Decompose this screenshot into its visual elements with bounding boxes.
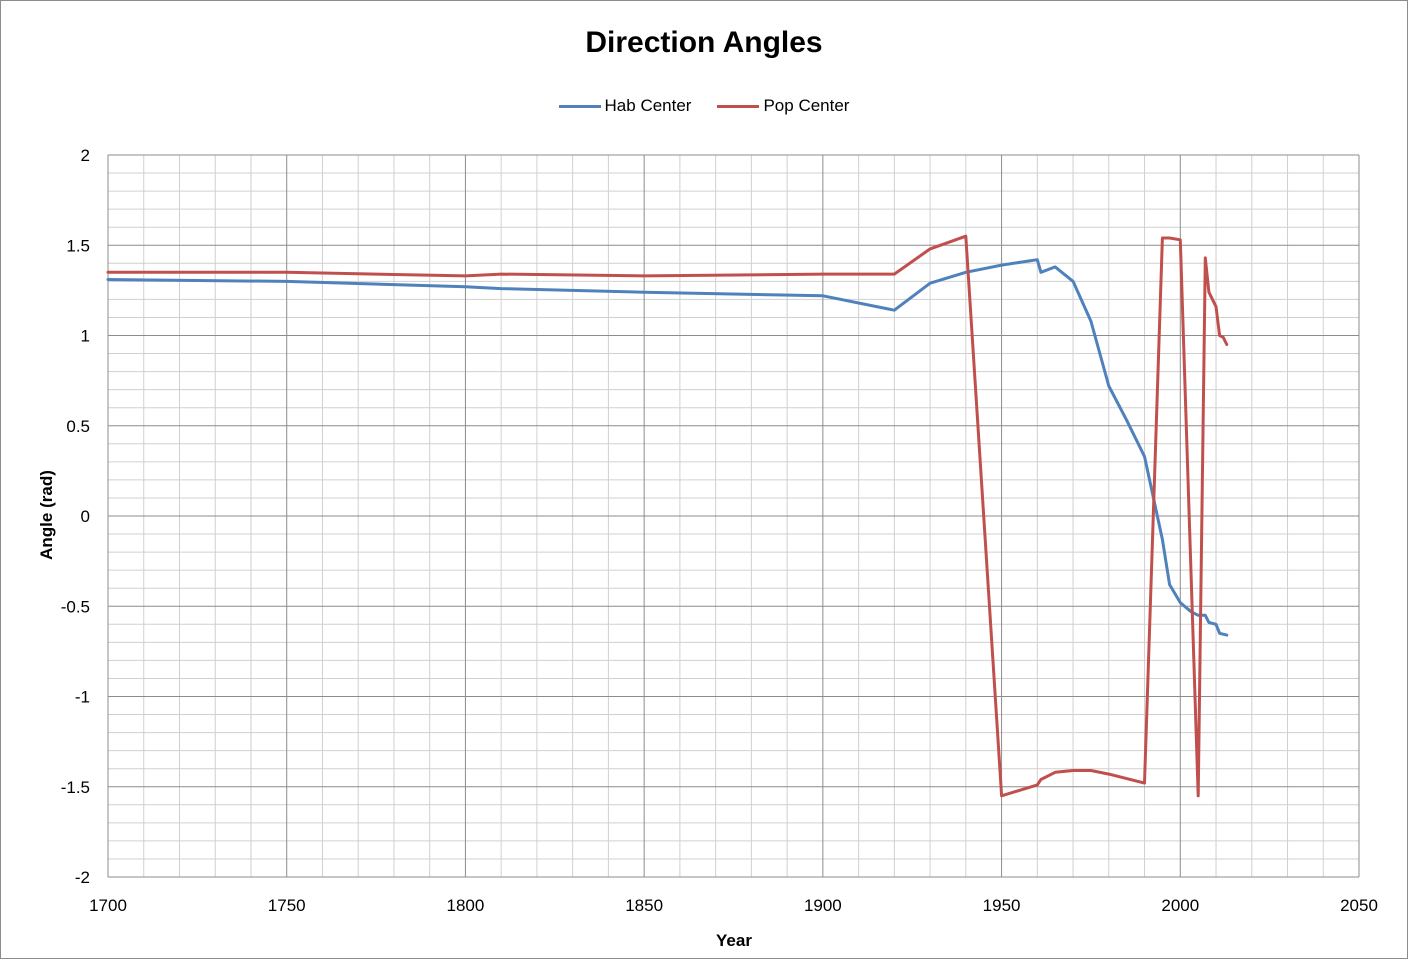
axis-tick-labels: 1700 1750 1800 1850 1900 1950 2000 2050 2 1.5 1 0.5…: [61, 146, 1378, 915]
x-axis-title: Year: [716, 931, 752, 950]
legend-swatch-hab-center: [558, 104, 601, 108]
x-tick-label: 1900: [804, 896, 842, 915]
y-tick-label: 2: [81, 146, 90, 165]
y-tick-label: -2: [75, 868, 90, 887]
chart-title: Direction Angles: [585, 26, 823, 59]
x-tick-label: 2050: [1340, 896, 1378, 915]
y-tick-label: 0.5: [66, 417, 90, 436]
legend-label-pop-center: Pop Center: [763, 96, 850, 115]
legend-swatch-pop-center: [717, 104, 760, 108]
x-tick-label: 1800: [447, 896, 485, 915]
y-tick-label: -1.5: [61, 778, 90, 797]
legend-item-hab-center: Hab Center: [558, 96, 692, 116]
series-line-hab-center: [106, 258, 1229, 637]
x-tick-label: 1950: [983, 896, 1021, 915]
x-tick-label: 1700: [89, 896, 127, 915]
series-lines: [106, 234, 1229, 798]
x-tick-label: 2000: [1161, 896, 1199, 915]
y-tick-label: 1.5: [66, 236, 90, 255]
series-line-pop-center: [106, 234, 1229, 798]
y-tick-label: -0.5: [61, 597, 90, 616]
legend-label-hab-center: Hab Center: [604, 96, 692, 115]
y-tick-label: -1: [75, 688, 90, 707]
chart-legend: Hab Center Pop Center: [0, 96, 1408, 116]
y-tick-label: 0: [81, 507, 90, 526]
y-tick-label: 1: [81, 327, 90, 346]
x-tick-label: 1850: [625, 896, 663, 915]
y-axis-title: Angle (rad): [37, 470, 56, 560]
legend-item-pop-center: Pop Center: [717, 96, 849, 116]
x-tick-label: 1750: [268, 896, 306, 915]
